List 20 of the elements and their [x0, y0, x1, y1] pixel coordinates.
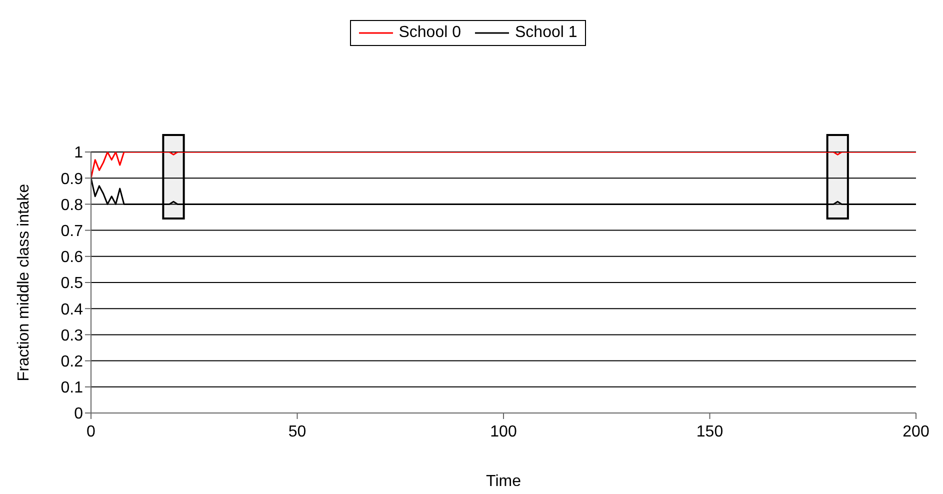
- y-axis-title: Fraction middle class intake: [16, 184, 32, 382]
- legend-label: School 0: [398, 24, 461, 42]
- y-tick-label: 0.9: [60, 170, 84, 188]
- y-tick-label: 1: [74, 144, 84, 162]
- y-tick-label: 0.1: [60, 380, 84, 397]
- legend-label: School 1: [514, 24, 578, 42]
- y-tick-label: 0.6: [60, 249, 84, 266]
- x-tick-label: 100: [490, 423, 517, 440]
- y-tick-label: 0.2: [60, 353, 84, 370]
- y-tick-label: 0.7: [60, 222, 84, 240]
- y-tick-label: 0.3: [60, 327, 84, 344]
- y-tick-label: 0.5: [60, 275, 84, 292]
- x-tick-label: 0: [86, 423, 96, 440]
- y-tick-label: 0.4: [60, 301, 84, 318]
- x-tick-label: 200: [902, 423, 930, 440]
- x-tick-label: 150: [696, 423, 724, 440]
- y-tick-label: 0.8: [60, 196, 84, 214]
- x-tick-label: 50: [288, 423, 306, 440]
- y-tick-label: 0: [74, 406, 84, 423]
- x-axis-title: Time: [486, 473, 522, 490]
